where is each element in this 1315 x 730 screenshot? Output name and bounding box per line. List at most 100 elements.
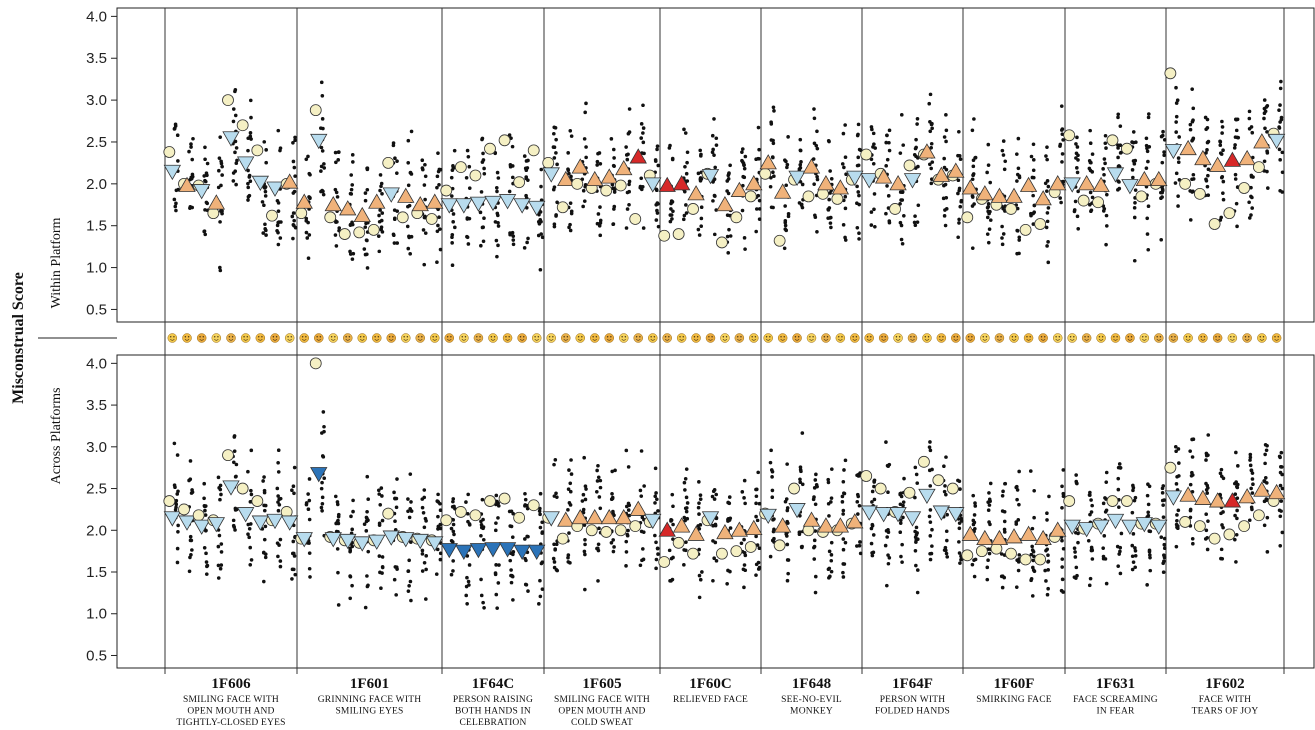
data-dot xyxy=(308,575,312,579)
emoji-eye-icon xyxy=(1189,336,1191,338)
circle-marker xyxy=(629,213,642,225)
data-dot xyxy=(406,589,411,593)
data-dot xyxy=(829,225,833,230)
data-dot xyxy=(1072,208,1077,212)
data-dot xyxy=(203,508,207,513)
data-dot xyxy=(493,571,498,575)
data-dot xyxy=(1061,468,1066,472)
data-dot xyxy=(1177,474,1181,478)
data-dot xyxy=(175,133,180,138)
data-dot xyxy=(971,493,976,498)
triangle-marker xyxy=(455,198,473,214)
data-dot xyxy=(334,244,339,248)
data-dot xyxy=(555,162,559,167)
data-dot xyxy=(725,234,730,239)
emoji-icon xyxy=(546,333,556,343)
category-code-label: 1F648 xyxy=(792,676,831,692)
category-code-label: 1F605 xyxy=(582,676,621,692)
panel-frame-0 xyxy=(116,7,1315,323)
data-dot xyxy=(887,148,892,153)
data-dot xyxy=(973,501,977,505)
data-dot xyxy=(869,223,874,227)
data-dot xyxy=(711,199,715,203)
data-dot xyxy=(1089,209,1093,214)
emoji-icon xyxy=(255,333,266,343)
data-dot xyxy=(1074,565,1079,570)
data-dot xyxy=(1262,98,1267,102)
data-dot xyxy=(886,530,891,535)
triangle-marker xyxy=(1034,190,1052,206)
data-dot xyxy=(219,159,223,164)
data-dot xyxy=(711,489,716,494)
data-dot xyxy=(611,222,615,227)
data-dot xyxy=(699,154,703,158)
data-dot xyxy=(583,497,588,502)
emoji-mouth-icon xyxy=(374,338,379,341)
data-dot xyxy=(626,152,630,157)
data-dot xyxy=(422,215,427,220)
data-dot xyxy=(956,235,960,240)
data-dot xyxy=(698,523,703,527)
data-dot xyxy=(942,214,947,218)
circle-marker xyxy=(744,541,757,553)
data-dot xyxy=(525,534,529,539)
data-dot xyxy=(1061,138,1065,142)
emoji-eye-icon xyxy=(272,336,275,338)
data-dot xyxy=(394,505,399,510)
data-dot xyxy=(742,585,746,590)
data-dot xyxy=(320,431,324,435)
data-dot xyxy=(1148,568,1153,573)
data-dot xyxy=(595,479,600,483)
data-dot xyxy=(496,243,500,248)
data-dot xyxy=(438,526,443,531)
data-dot xyxy=(943,208,947,212)
data-dot xyxy=(524,193,528,198)
data-dot xyxy=(190,157,195,162)
data-dot xyxy=(739,541,744,546)
data-dot xyxy=(1162,536,1167,541)
data-dot xyxy=(785,542,790,547)
data-dot xyxy=(596,579,600,583)
emoji-mouth-icon xyxy=(1026,338,1031,341)
triangle-marker xyxy=(860,173,878,189)
data-dot xyxy=(754,573,758,577)
data-dot xyxy=(685,501,690,505)
data-dot xyxy=(278,559,283,563)
data-dot xyxy=(406,183,411,188)
emoji-mouth-icon xyxy=(924,338,930,341)
data-dot xyxy=(365,252,369,257)
data-dot xyxy=(376,234,381,238)
emoji-eye-icon xyxy=(1058,336,1061,338)
data-dot xyxy=(656,552,660,556)
emoji-mouth-icon xyxy=(272,338,278,341)
data-dot xyxy=(234,462,239,467)
data-dot xyxy=(1251,482,1255,487)
emoji-eye-icon xyxy=(1087,336,1089,338)
data-dot xyxy=(826,480,831,485)
data-dot xyxy=(828,574,832,579)
data-dot xyxy=(1262,523,1267,528)
data-dot xyxy=(393,496,397,501)
data-dot xyxy=(956,178,961,183)
emoji-icon xyxy=(1198,333,1208,343)
data-dot xyxy=(986,201,991,206)
emoji-mouth-icon xyxy=(708,338,713,341)
data-dot xyxy=(1118,466,1123,470)
triangle-marker xyxy=(1164,143,1183,160)
data-dot xyxy=(568,561,572,565)
data-dot xyxy=(1030,548,1035,552)
data-dot xyxy=(841,570,845,575)
data-dot xyxy=(363,225,368,229)
data-dot xyxy=(740,490,745,494)
data-dot xyxy=(350,257,355,261)
triangle-marker xyxy=(1077,175,1096,191)
emoji-eye-icon xyxy=(552,336,554,338)
data-dot xyxy=(798,148,803,153)
data-dot xyxy=(421,228,426,232)
data-dot xyxy=(220,173,224,177)
data-dot xyxy=(1175,518,1179,523)
data-dot xyxy=(639,176,644,181)
emoji-eye-icon xyxy=(910,336,912,338)
emoji-eye-icon xyxy=(476,336,478,338)
emoji-eye-icon xyxy=(866,336,869,338)
